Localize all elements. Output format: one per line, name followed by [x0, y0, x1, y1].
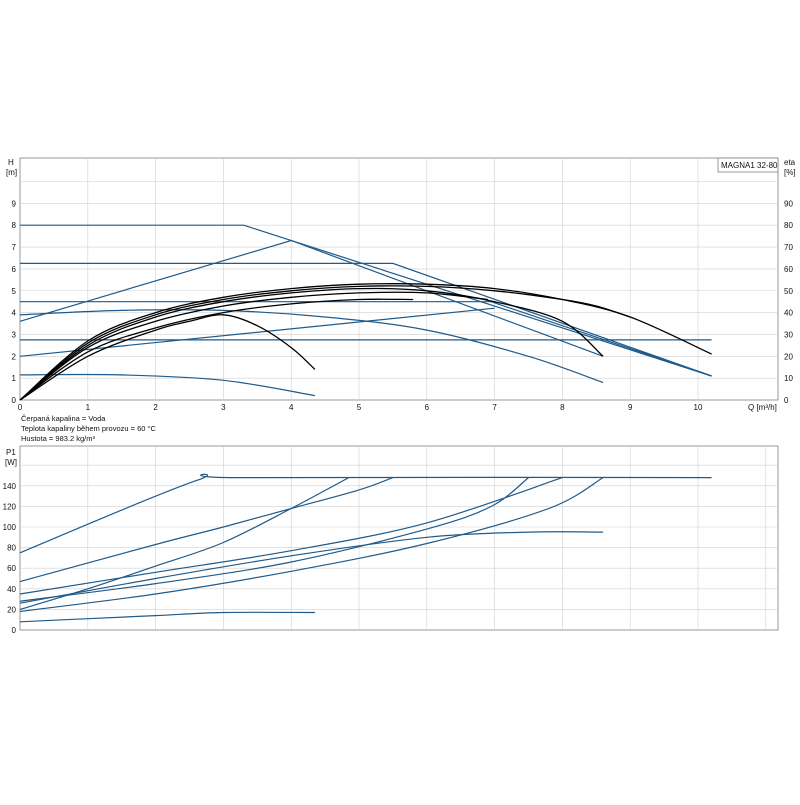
y-tick-label: 9 [12, 199, 17, 208]
head-efficiency-chart: 0 1 2 3 4 5 6 7 8 9 100123456789010203040506070809… [6, 157, 796, 412]
head-curve-3 [20, 301, 712, 377]
head-curve-1 [20, 224, 712, 377]
p1-tick-label: 100 [3, 523, 17, 532]
p1-tick-label: 140 [3, 482, 17, 491]
p1-tick-label: 120 [3, 502, 17, 511]
y2-tick-label: 60 [784, 265, 793, 274]
y2-tick-label: 70 [784, 243, 793, 252]
y-tick-label: 5 [12, 287, 17, 296]
note-temperature: Teplota kapaliny během provozu = 60 °C [21, 424, 157, 433]
efficiency-curve-3 [19, 287, 604, 401]
power-chart: 0 20 40 60 80 100 120 140 P1 [W] [3, 445, 779, 635]
p1-tick-label: 60 [7, 564, 16, 573]
x-axis-label-q: Q [m³/h] [748, 403, 777, 412]
x-tick-label: 8 [560, 403, 565, 412]
power-curve-6 [19, 477, 604, 613]
head-curve-5 [19, 239, 604, 357]
x-tick-label: 7 [492, 403, 497, 412]
note-density: Hustota = 983.2 kg/m³ [21, 434, 95, 443]
y2-axis-unit-percent: [%] [784, 168, 796, 177]
y-tick-label: 6 [12, 265, 17, 274]
x-tick-label: 1 [86, 403, 91, 412]
power-curves [19, 473, 712, 623]
y2-axis-label-eta: eta [784, 158, 796, 167]
head-curve-6 [19, 307, 495, 357]
x-tick-label: 3 [221, 403, 226, 412]
x-tick-label: 5 [357, 403, 362, 412]
y-axis-unit-w: [W] [5, 458, 17, 467]
power-chart-frame [19, 445, 779, 631]
efficiency-curve-4 [19, 291, 488, 401]
y2-tick-label: 40 [784, 309, 793, 318]
power-chart-grid [20, 446, 778, 630]
y-tick-label: 4 [12, 309, 17, 318]
p1-tick-label: 40 [7, 585, 16, 594]
fluid-notes: Čerpaná kapalina = Voda Teplota kapaliny… [21, 414, 157, 443]
y-tick-label: 1 [12, 374, 17, 383]
power-curve-2 [19, 477, 394, 583]
y-tick-label: 3 [12, 330, 17, 339]
head-chart-frame [19, 157, 779, 401]
model-label: MAGNA1 32-80 [721, 161, 778, 170]
x-tick-label: 10 [694, 403, 703, 412]
y-tick-label: 2 [12, 352, 17, 361]
head-curve-2 [20, 262, 712, 377]
y-tick-label: 0 [12, 396, 17, 405]
x-tick-label: 0 [18, 403, 23, 412]
head-curve-7 [19, 309, 604, 384]
head-chart-ticks: 0 1 2 3 4 5 6 7 8 9 100123456789010203040506070809… [12, 199, 794, 412]
power-curve-3 [19, 477, 350, 610]
power-curve-8 [19, 611, 315, 623]
efficiency-curve-1 [19, 283, 712, 401]
efficiency-curve-6 [19, 314, 316, 401]
p1-tick-label: 0 [12, 626, 17, 635]
power-curve-4 [19, 477, 563, 595]
y2-tick-label: 50 [784, 287, 793, 296]
x-tick-label: 4 [289, 403, 294, 412]
p1-tick-label: 80 [7, 544, 16, 553]
p1-tick-label: 20 [7, 605, 16, 614]
y2-tick-label: 20 [784, 352, 793, 361]
efficiency-curve-5 [19, 298, 414, 401]
y-tick-label: 8 [12, 221, 17, 230]
efficiency-curve-2 [19, 285, 631, 401]
head-chart-grid [20, 158, 778, 400]
y2-tick-label: 0 [784, 396, 789, 405]
y2-tick-label: 30 [784, 330, 793, 339]
note-fluid: Čerpaná kapalina = Voda [21, 414, 106, 423]
y-axis-label-h: H [8, 158, 14, 167]
y-axis-label-p1: P1 [6, 448, 16, 457]
x-tick-label: 6 [425, 403, 430, 412]
power-curve-7 [19, 531, 604, 604]
y-axis-unit-m: [m] [6, 168, 17, 177]
y2-tick-label: 80 [784, 221, 793, 230]
y-tick-label: 7 [12, 243, 17, 252]
model-label-box [717, 157, 779, 173]
y2-tick-label: 10 [784, 374, 793, 383]
head-curve-8 [19, 373, 315, 397]
power-curve-1 [19, 473, 712, 554]
power-chart-ticks: 0 20 40 60 80 100 120 140 [3, 482, 17, 635]
power-curve-5 [19, 477, 529, 602]
y2-tick-label: 90 [784, 199, 793, 208]
x-tick-label: 2 [153, 403, 158, 412]
x-tick-label: 9 [628, 403, 633, 412]
head-efficiency-curves [19, 224, 712, 401]
